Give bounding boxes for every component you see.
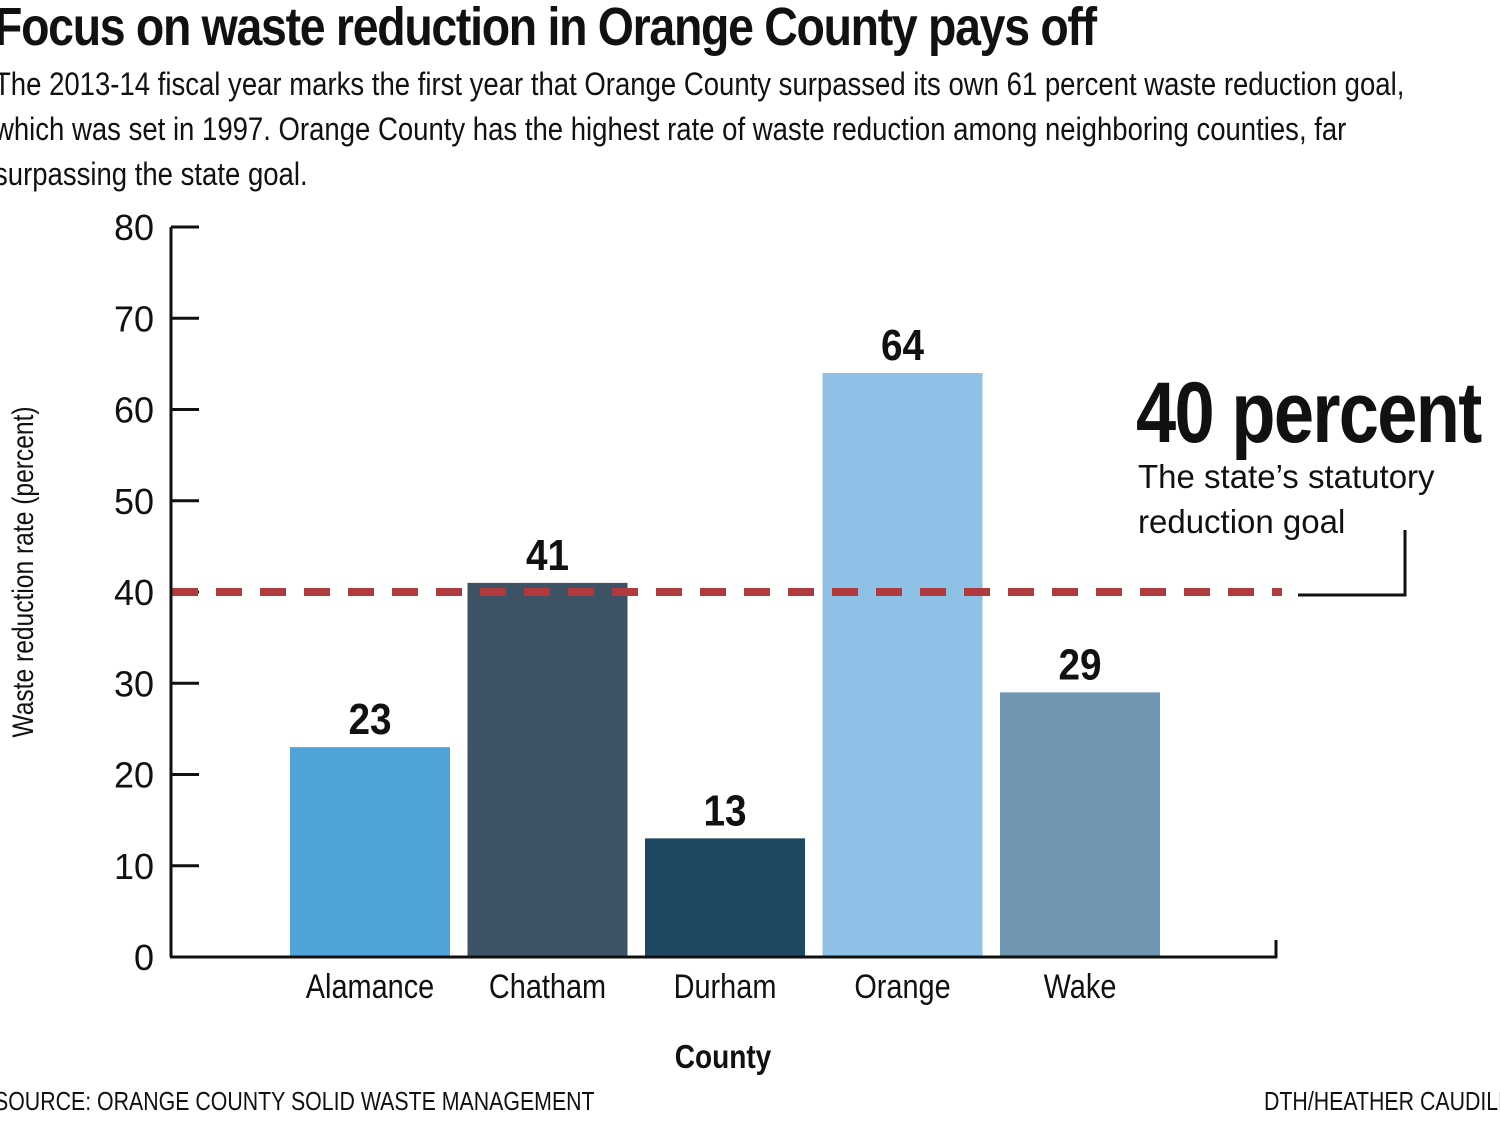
y-tick-label: 60: [114, 390, 154, 431]
y-tick-label: 40: [114, 572, 154, 613]
y-tick-label: 30: [114, 663, 154, 704]
bar-value-label: 64: [881, 320, 924, 370]
chart-subtitle: The 2013-14 fiscal year marks the first …: [0, 66, 1405, 192]
x-axis-title: County: [675, 1039, 772, 1076]
y-tick-label: 50: [114, 481, 154, 522]
callout-value: 40 percent: [1136, 365, 1482, 461]
bar-value-label: 13: [703, 785, 746, 835]
callout-leader-line: [1298, 530, 1407, 597]
bar-wake: [1000, 692, 1160, 957]
y-tick-label: 80: [114, 207, 154, 248]
y-tick-label: 0: [134, 937, 154, 978]
bar-value-labels: 23 41 13 64 29: [348, 320, 1101, 835]
chart-title: Focus on waste reduction in Orange Count…: [0, 0, 1097, 57]
callout-description: The state’s statutory reduction goal: [1138, 458, 1435, 540]
bar-orange: [822, 373, 983, 957]
x-tick-label: Chatham: [489, 967, 606, 1006]
y-tick-label: 70: [114, 298, 154, 339]
x-tick-label: Wake: [1044, 967, 1117, 1006]
x-tick-label: Durham: [674, 967, 777, 1006]
y-tick-label: 10: [114, 846, 154, 887]
y-axis-title: Waste reduction rate (percent): [6, 406, 40, 737]
x-axis-labels: Alamance Chatham Durham Orange Wake: [306, 967, 1117, 1006]
bar-chatham: [467, 582, 628, 957]
bar-value-label: 23: [348, 694, 391, 744]
y-tick-label: 20: [114, 755, 154, 796]
author-credit: DTH/HEATHER CAUDILL: [1263, 1086, 1500, 1116]
bar-alamance: [290, 747, 450, 957]
source-credit: SOURCE: ORANGE COUNTY SOLID WASTE MANAGE…: [0, 1086, 595, 1116]
bar-value-label: 29: [1058, 639, 1101, 689]
x-tick-label: Orange: [854, 967, 950, 1006]
bar-value-label: 41: [526, 530, 569, 580]
bars: [290, 373, 1160, 957]
bar-durham: [645, 838, 805, 957]
x-tick-label: Alamance: [306, 967, 434, 1006]
